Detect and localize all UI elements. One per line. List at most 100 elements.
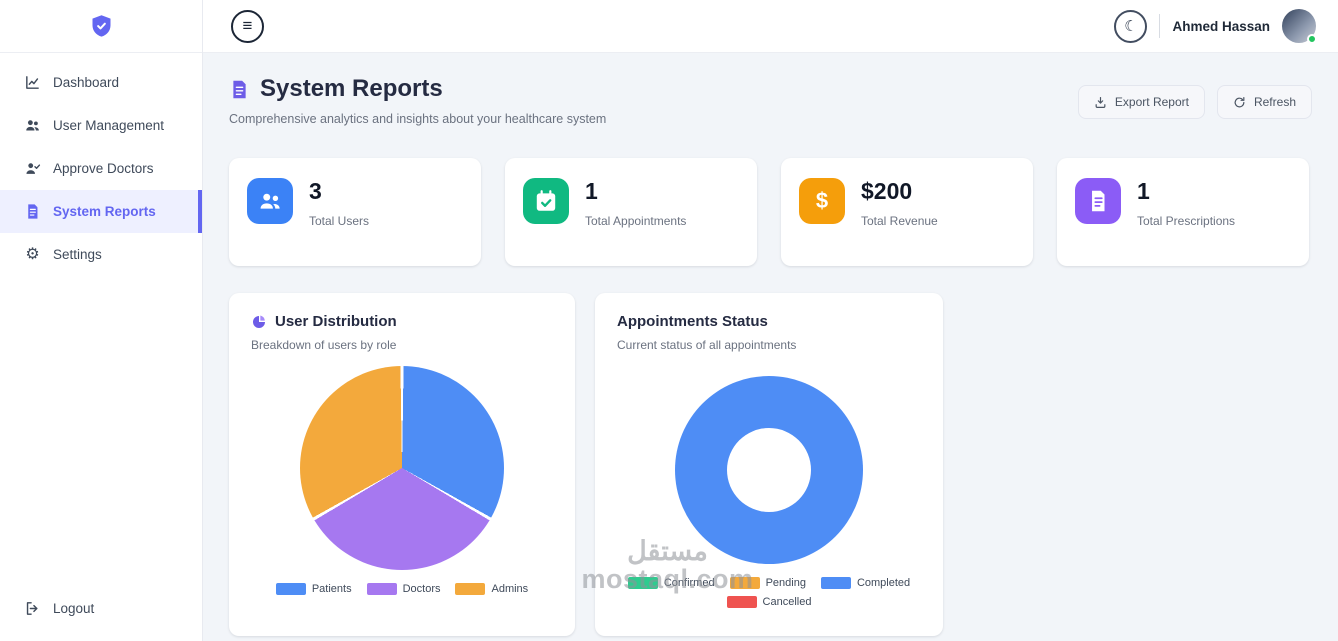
stat-label: Total Appointments	[585, 214, 687, 228]
moon-icon: ☾	[1124, 18, 1138, 35]
appointments-status-donut-chart	[675, 376, 863, 564]
page-subtitle: Comprehensive analytics and insights abo…	[229, 112, 607, 126]
chart-subtitle: Breakdown of users by role	[251, 338, 397, 352]
legend-item-doctors[interactable]: Doctors	[366, 583, 441, 595]
sidebar: Dashboard User Management Approve Doctor…	[0, 0, 203, 641]
content-area: System Reports Comprehensive analytics a…	[203, 53, 1338, 641]
legend-item-confirmed[interactable]: Confirmed	[627, 577, 715, 589]
appointments-status-legend: Confirmed Pending Completed Cancell	[624, 577, 914, 608]
legend-label: Confirmed	[663, 577, 715, 589]
chart-subtitle: Current status of all appointments	[617, 338, 797, 352]
sidebar-item-approve-doctors[interactable]: Approve Doctors	[0, 147, 202, 190]
chart-title: Appointments Status	[617, 313, 768, 330]
report-icon	[28, 204, 38, 219]
refresh-label: Refresh	[1253, 95, 1296, 109]
stat-value: 3	[309, 178, 322, 204]
stat-value: 1	[1137, 178, 1150, 204]
menu-toggle-button[interactable]: ≡	[231, 9, 264, 43]
legend-swatch	[455, 583, 486, 595]
chart-title-row: Appointments Status	[617, 313, 921, 330]
dark-mode-toggle[interactable]: ☾	[1114, 9, 1148, 43]
legend-label: Admins	[491, 583, 529, 595]
legend-label: Pending	[765, 577, 806, 589]
legend-item-pending[interactable]: Pending	[729, 577, 806, 589]
sidebar-item-settings[interactable]: ⚙ Settings	[0, 233, 202, 276]
shield-logo-icon	[92, 14, 110, 37]
logout-label: Logout	[53, 601, 95, 616]
sidebar-item-label: Approve Doctors	[53, 161, 154, 176]
sidebar-item-system-reports[interactable]: System Reports	[0, 190, 202, 233]
user-distribution-card: User Distribution Breakdown of users by …	[229, 293, 575, 636]
page-header-left: System Reports Comprehensive analytics a…	[229, 75, 606, 126]
legend-swatch	[820, 577, 851, 589]
refresh-icon	[1234, 96, 1245, 107]
stat-card-total-appointments: 1 Total Appointments	[505, 158, 757, 266]
user-check-icon	[26, 163, 41, 174]
sidebar-item-label: Settings	[53, 247, 102, 262]
topbar-right: ☾ Ahmed Hassan	[1114, 9, 1317, 44]
page-header: System Reports Comprehensive analytics a…	[229, 75, 1312, 126]
sidebar-item-user-management[interactable]: User Management	[0, 104, 202, 147]
legend-item-completed[interactable]: Completed	[820, 577, 911, 589]
hamburger-icon: ≡	[242, 16, 253, 35]
download-icon	[1095, 96, 1106, 108]
title-row: System Reports	[229, 75, 606, 103]
stat-label: Total Users	[309, 214, 370, 228]
legend-label: Completed	[856, 577, 911, 589]
main-column: ≡ ☾ Ahmed Hassan System Reports	[203, 0, 1338, 641]
document-icon	[233, 80, 246, 98]
stat-label: Total Prescriptions	[1137, 214, 1236, 228]
user-distribution-pie-chart	[300, 366, 504, 570]
stat-card-total-revenue: $ $200 Total Revenue	[781, 158, 1033, 266]
legend-item-cancelled[interactable]: Cancelled	[726, 596, 812, 608]
stat-text: 3 Total Users	[309, 178, 370, 229]
pie-chart-icon	[253, 315, 265, 328]
legend-swatch	[627, 577, 658, 589]
stat-card-total-users: 3 Total Users	[229, 158, 481, 266]
app-logo[interactable]	[0, 0, 202, 53]
stat-text: 1 Total Prescriptions	[1137, 178, 1236, 229]
stat-value: 1	[585, 178, 598, 204]
topbar-divider	[1159, 14, 1161, 38]
sidebar-item-label: User Management	[53, 118, 165, 133]
logout-icon	[26, 602, 38, 615]
legend-item-admins[interactable]: Admins	[455, 583, 528, 595]
user-name: Ahmed Hassan	[1172, 18, 1270, 34]
chart-title-row: User Distribution	[251, 313, 553, 330]
user-distribution-legend: Patients Doctors Admins	[251, 583, 553, 595]
sidebar-item-dashboard[interactable]: Dashboard	[0, 61, 202, 104]
dollar-icon: $	[799, 178, 845, 224]
export-report-label: Export Report	[1114, 95, 1189, 109]
sidebar-item-label: Dashboard	[53, 75, 120, 90]
avatar[interactable]	[1282, 9, 1317, 44]
stat-value: $200	[861, 178, 913, 204]
chart-line-icon	[26, 76, 39, 89]
legend-swatch	[726, 596, 757, 608]
legend-swatch	[729, 577, 760, 589]
refresh-button[interactable]: Refresh	[1216, 85, 1312, 119]
prescription-icon	[1075, 178, 1121, 224]
logout-button[interactable]: Logout	[0, 588, 202, 629]
page-title: System Reports	[260, 75, 443, 102]
stat-cards: 3 Total Users 1 Total Appointments $	[229, 158, 1312, 266]
legend-label: Doctors	[402, 583, 441, 595]
donut-hole	[727, 428, 811, 512]
users-icon	[247, 178, 293, 224]
sidebar-nav: Dashboard User Management Approve Doctor…	[0, 61, 202, 276]
appointments-status-card: Appointments Status Current status of al…	[595, 293, 943, 636]
sidebar-item-label: System Reports	[53, 204, 156, 219]
chart-title: User Distribution	[275, 313, 397, 330]
legend-label: Patients	[311, 583, 352, 595]
stat-text: 1 Total Appointments	[585, 178, 687, 229]
export-report-button[interactable]: Export Report	[1077, 85, 1205, 119]
charts-row: User Distribution Breakdown of users by …	[229, 293, 1312, 636]
stat-text: $200 Total Revenue	[861, 178, 938, 229]
legend-swatch	[366, 583, 397, 595]
legend-item-patients[interactable]: Patients	[275, 583, 352, 595]
stat-card-total-prescriptions: 1 Total Prescriptions	[1057, 158, 1309, 266]
header-actions: Export Report Refresh	[1077, 85, 1312, 119]
gear-icon: ⚙	[25, 246, 40, 263]
legend-label: Cancelled	[762, 596, 812, 608]
stat-label: Total Revenue	[861, 214, 938, 228]
